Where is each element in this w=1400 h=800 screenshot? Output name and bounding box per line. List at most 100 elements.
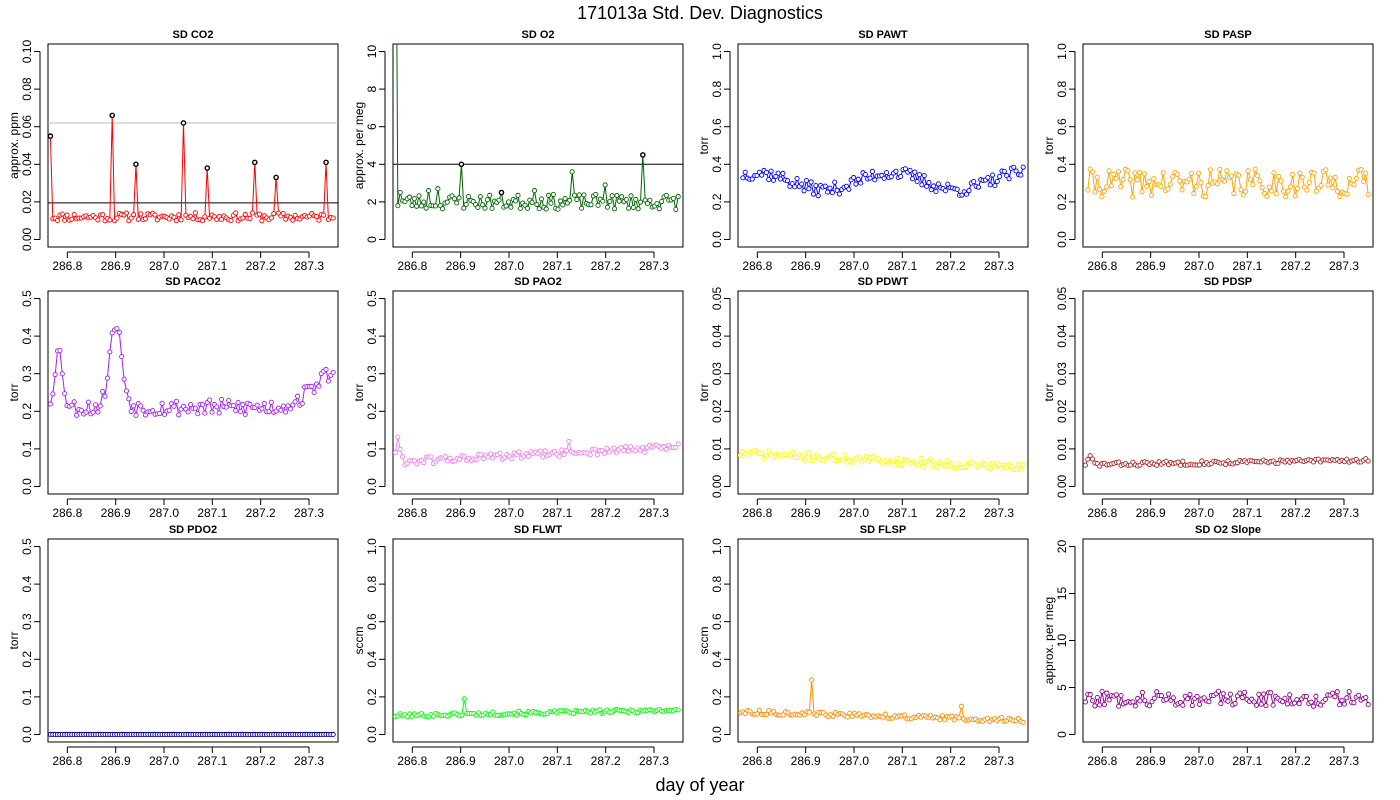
y-axis-label: torr [7, 631, 21, 649]
data-point [764, 711, 770, 717]
data-point [411, 196, 417, 202]
data-point [416, 193, 422, 199]
highlight-point [461, 696, 467, 702]
highlight-point [566, 438, 572, 444]
x-tick-label: 287.0 [1184, 259, 1214, 273]
data-point [1251, 699, 1257, 705]
data-point [50, 391, 56, 397]
data-point [600, 198, 606, 204]
data-point [393, 450, 398, 456]
data-point [316, 217, 322, 223]
data-point [409, 202, 415, 209]
data-point [663, 446, 669, 453]
y-tick-label: 0.1 [20, 440, 34, 457]
data-point [550, 191, 556, 197]
panel-title: SD CO2 [173, 29, 214, 41]
data-point [1232, 700, 1238, 707]
data-point [1099, 194, 1105, 200]
data-point [989, 172, 996, 178]
data-point [1280, 699, 1286, 705]
plot-area [48, 326, 336, 418]
data-point [924, 183, 930, 189]
highlight-point [133, 161, 139, 168]
data-point [442, 454, 448, 460]
data-point [944, 457, 950, 464]
data-point [123, 210, 130, 216]
data-point [1127, 176, 1133, 183]
data-point [1113, 175, 1119, 181]
data-point [1282, 695, 1288, 701]
data-point [808, 179, 814, 185]
y-tick-label: 0.6 [710, 613, 724, 630]
data-point [1325, 182, 1331, 188]
data-point [1006, 176, 1012, 182]
data-point [69, 216, 75, 222]
data-point [740, 175, 746, 181]
data-point [1111, 171, 1117, 177]
y-tick-label: 0.2 [710, 193, 724, 210]
panel-title: SD PAO2 [514, 276, 561, 288]
highlight-point [458, 161, 465, 168]
x-tick-label: 286.9 [791, 506, 821, 520]
data-point [642, 197, 648, 203]
data-point [870, 453, 877, 459]
plot-area [48, 731, 336, 738]
data-point [247, 215, 253, 221]
data-point [1323, 167, 1329, 173]
data-point [451, 196, 457, 202]
series-line [49, 115, 334, 223]
data-point [218, 216, 225, 222]
data-point [100, 212, 106, 218]
data-point [987, 466, 993, 472]
x-tick-label: 287.0 [839, 754, 869, 768]
data-point [675, 707, 681, 713]
data-point [259, 218, 265, 224]
y-tick-label: 0.2 [1055, 193, 1069, 210]
data-point [309, 383, 315, 389]
data-point [135, 216, 141, 222]
data-point [1318, 182, 1324, 189]
data-point [563, 448, 570, 454]
data-point [579, 205, 585, 211]
data-point [613, 450, 619, 456]
data-point [612, 206, 618, 212]
data-point [1113, 692, 1119, 698]
data-point [931, 183, 937, 189]
y-tick-label: 0.3 [20, 365, 34, 382]
data-point [1287, 184, 1293, 190]
data-point [1194, 693, 1200, 699]
data-point [855, 176, 861, 182]
data-point [642, 449, 648, 456]
data-point [1339, 697, 1345, 703]
x-tick-label: 287.3 [639, 754, 669, 768]
y-tick-label: 0.4 [365, 651, 379, 668]
data-point [604, 445, 610, 451]
data-point [907, 167, 913, 173]
data-point [853, 181, 859, 187]
data-point [956, 461, 962, 467]
data-point [822, 183, 828, 189]
data-point [987, 182, 993, 188]
data-point [1149, 699, 1155, 705]
plot-frame [737, 290, 1029, 495]
x-tick-label: 287.3 [1329, 259, 1359, 273]
x-tick-label: 286.9 [1136, 259, 1166, 273]
highlight-point [323, 159, 329, 166]
data-point [399, 454, 406, 460]
panel-title: SD PDO2 [169, 524, 217, 536]
data-point [285, 403, 291, 409]
data-point [984, 715, 991, 721]
data-point [626, 205, 632, 211]
data-point [1137, 698, 1143, 704]
data-point [633, 196, 639, 203]
data-point [237, 408, 244, 414]
plot-frame [392, 43, 684, 248]
data-point [240, 401, 246, 408]
y-axis-label: torr [697, 383, 711, 401]
data-point [1365, 702, 1371, 708]
x-tick-label: 287.3 [294, 259, 324, 273]
data-point [945, 181, 951, 187]
data-point [659, 199, 665, 205]
data-point [543, 206, 549, 212]
plot-area [1083, 453, 1371, 469]
